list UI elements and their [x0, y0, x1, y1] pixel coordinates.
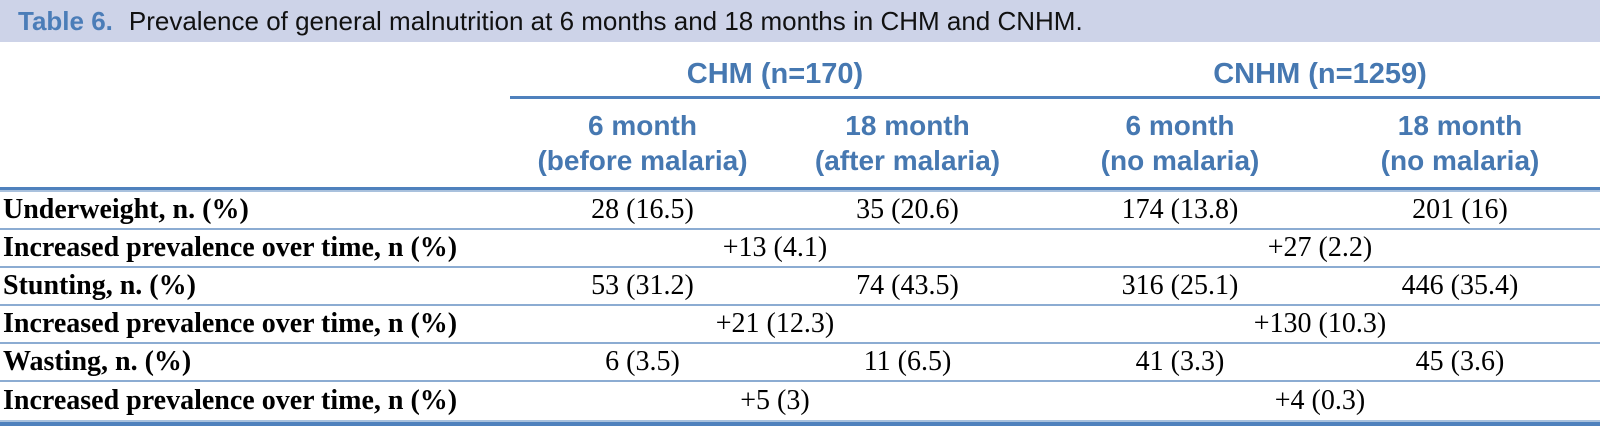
table-caption-bar: Table 6. Prevalence of general malnutrit… [0, 0, 1600, 42]
column-header-row: 6 month (before malaria) 18 month (after… [0, 99, 1600, 187]
table-number-label: Table 6. [18, 5, 113, 36]
value-cell: 74 (43.5) [856, 270, 959, 301]
row-label: Increased prevalence over time, n (%) [3, 232, 458, 263]
row-label: Underweight, n. (%) [3, 194, 249, 225]
column-header-cnhm-6month: 6 month (no malaria) [1040, 99, 1320, 187]
column-header-chm-6month: 6 month (before malaria) [510, 99, 775, 187]
value-cell: 28 (16.5) [591, 194, 694, 225]
value-cell: 45 (3.6) [1415, 346, 1505, 377]
value-cell: 53 (31.2) [591, 270, 694, 301]
column-header-cnhm-18month: 18 month (no malaria) [1320, 99, 1600, 187]
column-header-line2: (before malaria) [537, 145, 748, 176]
group-header-cnhm: CNHM (n=1259) [1040, 53, 1600, 99]
row-label: Increased prevalence over time, n (%) [3, 385, 458, 416]
bottom-rule-dark [0, 422, 1600, 426]
group-header-spacer [0, 53, 510, 99]
column-header-line1: 18 month [845, 110, 970, 141]
value-cell: 201 (16) [1412, 194, 1508, 225]
column-header-line1: 18 month [1397, 110, 1523, 141]
row-label: Increased prevalence over time, n (%) [3, 308, 458, 339]
value-cell: 6 (3.5) [605, 346, 680, 377]
value-cell: 174 (13.8) [1121, 194, 1239, 225]
value-cell-cnhm-span: +4 (0.3) [1274, 385, 1366, 416]
table-caption-text: Prevalence of general malnutrition at 6 … [128, 5, 1083, 36]
table-row-wasting-increase: Increased prevalence over time, n (%) +5… [0, 382, 1600, 420]
column-header-spacer [0, 99, 510, 187]
value-cell-chm-span: +21 (12.3) [715, 308, 835, 339]
group-header-chm: CHM (n=170) [510, 53, 1040, 99]
caption-table-gap [0, 42, 1600, 53]
table-row-wasting: Wasting, n. (%) 6 (3.5) 11 (6.5) 41 (3.3… [0, 344, 1600, 382]
column-header-line1: 6 month [588, 110, 697, 141]
value-cell-cnhm-span: +27 (2.2) [1267, 232, 1373, 263]
value-cell: 446 (35.4) [1401, 270, 1519, 301]
column-header-line1: 6 month [1125, 110, 1235, 141]
group-header-row: CHM (n=170) CNHM (n=1259) [0, 53, 1600, 99]
bottom-rule-light [0, 420, 1600, 422]
column-header-line2: (no malaria) [1380, 145, 1540, 176]
column-header-chm-18month: 18 month (after malaria) [775, 99, 1040, 187]
value-cell-chm-span: +5 (3) [740, 385, 810, 416]
table-row-stunting-increase: Increased prevalence over time, n (%) +2… [0, 306, 1600, 344]
table-row-stunting: Stunting, n. (%) 53 (31.2) 74 (43.5) 316… [0, 268, 1600, 306]
column-header-line2: (no malaria) [1100, 145, 1260, 176]
value-cell: 41 (3.3) [1135, 346, 1225, 377]
value-cell: 35 (20.6) [856, 194, 959, 225]
value-cell-chm-span: +13 (4.1) [722, 232, 828, 263]
table-row-underweight-increase: Increased prevalence over time, n (%) +1… [0, 230, 1600, 268]
header-rule-dark [0, 187, 1600, 190]
table-row-underweight: Underweight, n. (%) 28 (16.5) 35 (20.6) … [0, 192, 1600, 230]
value-cell: 316 (25.1) [1121, 270, 1239, 301]
row-label: Stunting, n. (%) [3, 270, 196, 301]
header-rule-light [0, 190, 1600, 192]
column-header-line2: (after malaria) [814, 145, 1001, 176]
value-cell: 11 (6.5) [863, 346, 952, 377]
value-cell-cnhm-span: +130 (10.3) [1253, 308, 1387, 339]
row-label: Wasting, n. (%) [3, 346, 192, 377]
